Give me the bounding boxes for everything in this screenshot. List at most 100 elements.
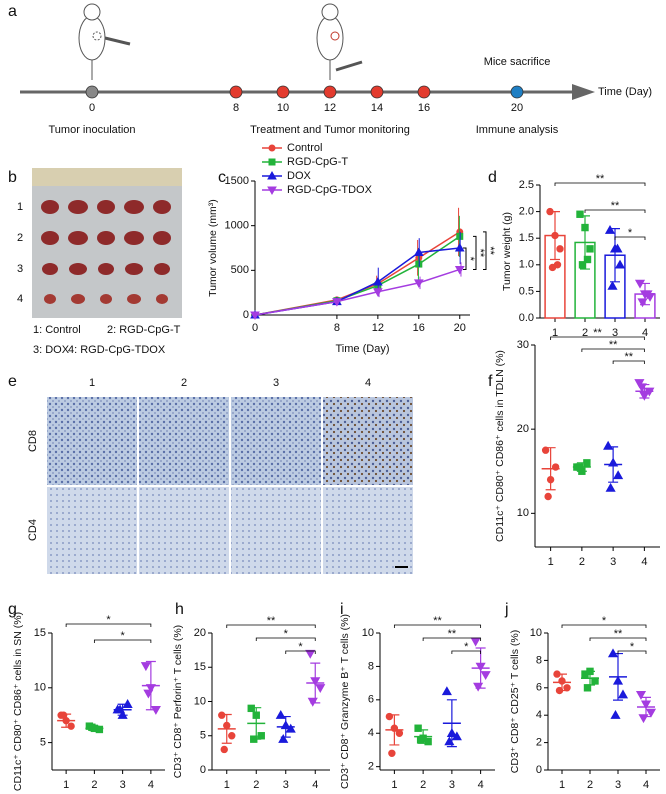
marker (546, 475, 555, 484)
marker (388, 749, 396, 757)
photo-row-label: 4 (17, 293, 23, 305)
marker (610, 709, 621, 719)
significance-label: ** (593, 327, 602, 339)
timeline-day: 10 (277, 102, 289, 114)
marker (218, 711, 226, 719)
tumor (42, 263, 58, 275)
marker (59, 711, 68, 719)
significance-label: * (602, 615, 607, 627)
marker (250, 311, 260, 321)
panel-label: j (504, 601, 509, 618)
tumor (68, 231, 88, 245)
marker (634, 279, 646, 289)
marker (635, 690, 647, 700)
y-tick-label: 8 (368, 660, 374, 672)
marker (310, 677, 321, 687)
marker (390, 724, 399, 732)
marker (122, 699, 133, 708)
significance-bracket (561, 624, 647, 628)
marker (607, 280, 618, 290)
marker (475, 662, 486, 672)
y-tick-label: 5 (200, 730, 206, 742)
timeline-note: Mice sacrifice (484, 56, 551, 68)
marker (575, 463, 584, 471)
timeline-point (417, 85, 431, 99)
significance-label: * (298, 641, 303, 653)
y-tick-label: 10 (517, 507, 529, 519)
marker (220, 745, 228, 754)
marker (67, 722, 75, 730)
tumor (125, 263, 143, 275)
ihc-column-label: 2 (181, 377, 187, 389)
significance-bracket (483, 231, 487, 270)
marker (480, 671, 491, 680)
marker (640, 700, 652, 710)
panel-label: d (488, 169, 497, 186)
photo-row-label: 2 (17, 232, 23, 244)
significance-label: ** (596, 173, 605, 185)
timeline-day: 16 (418, 102, 430, 114)
marker (634, 379, 645, 389)
x-tick-label: 2 (253, 779, 259, 791)
marker (613, 470, 624, 480)
y-tick-label: 10 (194, 695, 206, 707)
marker (257, 732, 265, 740)
marker (307, 697, 318, 707)
significance-bracket (463, 247, 467, 270)
marker (280, 720, 291, 730)
tumor (156, 294, 168, 304)
significance-bracket (93, 639, 152, 643)
legend-label: DOX (287, 170, 312, 182)
y-tick-label: 1000 (225, 220, 249, 232)
marker (268, 144, 276, 152)
x-tick-label: 1 (391, 779, 397, 791)
x-tick-label: 16 (413, 322, 425, 334)
error-bar (446, 699, 457, 748)
timeline-caption: Immune analysis (476, 124, 559, 136)
timeline-point (85, 85, 99, 99)
series-line (254, 231, 461, 316)
significance-bracket (255, 637, 316, 641)
x-tick-label: 2 (582, 327, 588, 339)
marker (268, 158, 276, 166)
x-tick-label: 3 (610, 556, 616, 568)
tumor (68, 200, 88, 214)
timeline-point (370, 85, 384, 99)
tumor (97, 231, 115, 245)
marker (586, 667, 594, 676)
legend-label: RGD-CpG-T (287, 156, 348, 168)
marker (250, 735, 258, 743)
marker (576, 210, 584, 218)
significance-label: * (464, 641, 469, 653)
x-tick-label: 3 (120, 779, 126, 791)
marker (637, 298, 648, 308)
marker (451, 731, 462, 741)
marker (395, 729, 404, 737)
x-tick-label: 4 (641, 556, 647, 568)
marker (604, 225, 616, 234)
y-tick-label: 5 (40, 737, 46, 749)
panel-label: c (218, 169, 226, 186)
marker (413, 247, 424, 256)
marker (247, 704, 255, 713)
significance-bracket (285, 650, 316, 654)
marker (473, 682, 484, 692)
y-tick-label: 2 (368, 761, 374, 773)
y-tick-label: 0 (200, 764, 206, 776)
x-tick-label: 2 (91, 779, 97, 791)
significance-label: ** (433, 615, 442, 627)
y-axis-label: CD3⁺ CD8⁺ CD25⁺ T cells (%) (509, 630, 521, 773)
photo-row-label: 1 (17, 201, 23, 213)
significance-label: ** (448, 628, 457, 640)
marker (305, 649, 316, 659)
ihc-column-label: 4 (365, 377, 371, 389)
y-tick-label: 10 (362, 627, 374, 639)
marker (228, 732, 236, 740)
marker (117, 709, 128, 719)
marker (372, 288, 383, 297)
marker (275, 709, 286, 719)
marker (252, 711, 260, 719)
y-tick-label: 0 (536, 764, 542, 776)
x-tick-label: 4 (148, 779, 154, 791)
marker (223, 721, 231, 730)
